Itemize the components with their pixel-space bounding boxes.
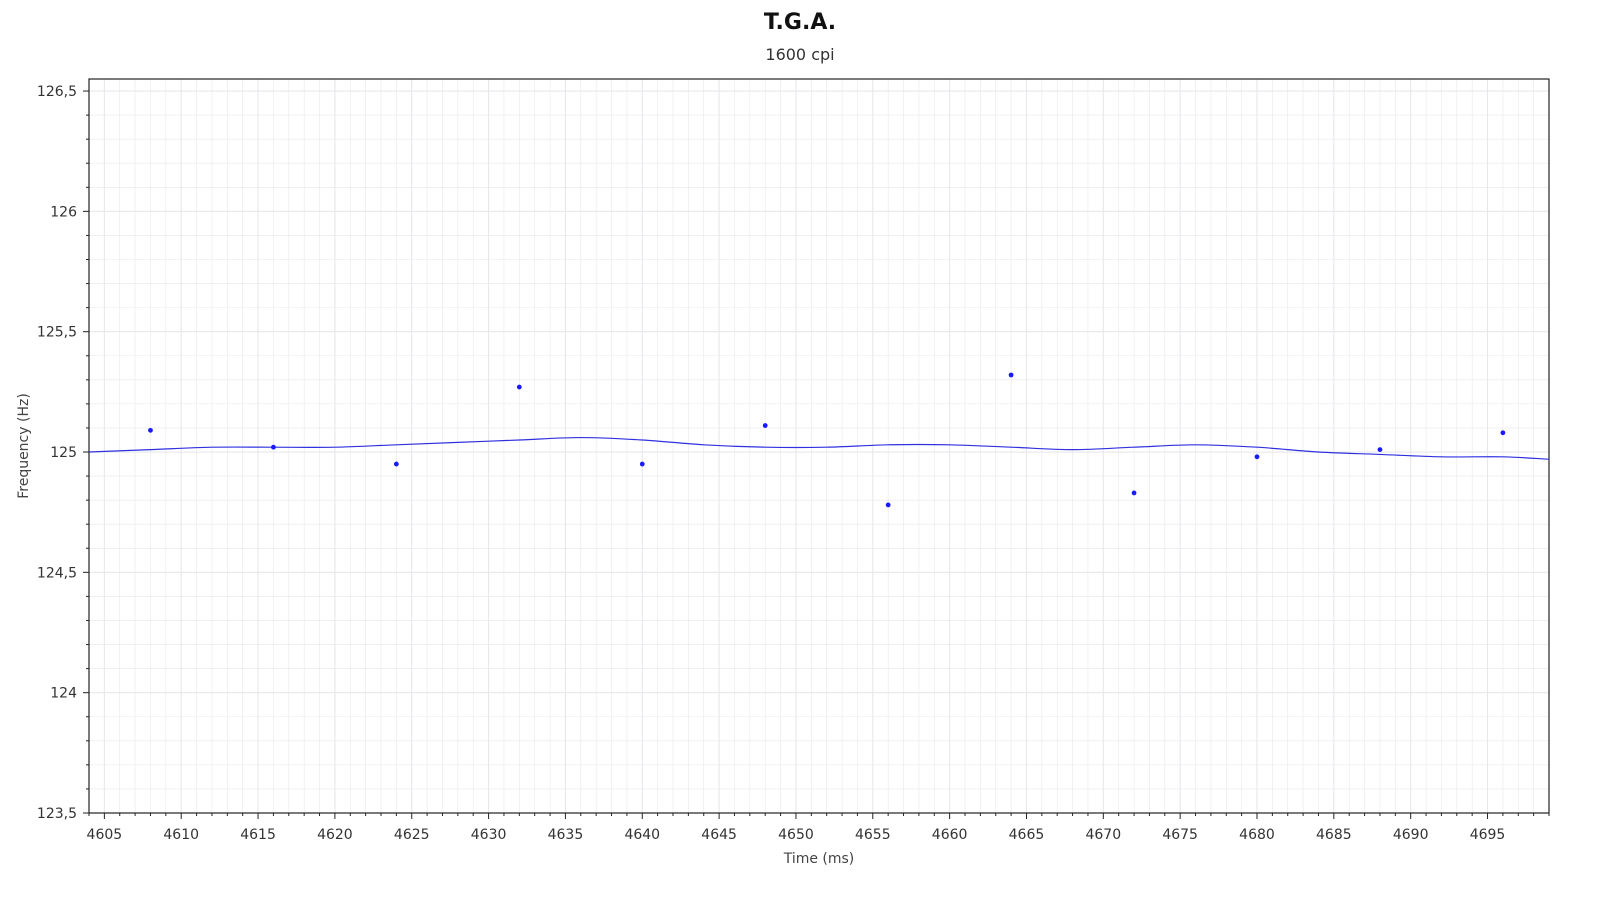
line-layer [88,436,1550,460]
data-point [1008,372,1014,378]
x-tick-label: 4625 [394,827,430,843]
x-tick-label: 4670 [1085,827,1121,843]
x-tick-label: 4680 [1239,827,1275,843]
y-tick-label: 124 [50,686,77,702]
x-tick-label: 4610 [163,827,199,843]
data-point [1500,430,1506,436]
x-tick-label: 4635 [548,827,584,843]
x-tick-label: 4660 [932,827,968,843]
chart-subtitle: 1600 cpi [765,45,835,64]
y-tick-label: 124,5 [37,565,77,581]
y-tick-label: 126 [50,204,77,220]
x-tick-label: 4690 [1393,827,1429,843]
x-tick-label: 4645 [701,827,737,843]
ticks-layer: 4605 4610 4615 4620 4625 4630 4635 4640 4645 4650… [37,84,1550,843]
plot-frame [88,78,1550,814]
x-axis-label: Time (ms) [783,851,855,867]
data-point [1131,490,1137,496]
trend-line [88,436,1550,460]
y-tick-label: 123,5 [37,806,77,822]
data-point [639,461,645,467]
data-point [885,502,891,508]
x-tick-label: 4685 [1316,827,1352,843]
data-point [1377,447,1383,453]
x-tick-label: 4640 [624,827,660,843]
data-point [762,423,768,428]
y-tick-label: 125 [50,445,77,461]
points-layer [148,372,1506,508]
y-tick-label: 125,5 [37,325,77,341]
data-point [271,444,276,450]
data-point [393,461,399,467]
y-tick-label: 126,5 [37,84,77,100]
x-tick-label: 4615 [240,827,276,843]
x-tick-label: 4655 [855,827,891,843]
x-tick-label: 4605 [87,827,123,843]
x-tick-label: 4695 [1470,827,1506,843]
x-tick-label: 4650 [778,827,814,843]
x-tick-label: 4620 [317,827,353,843]
data-point [1254,454,1260,460]
y-axis-label: Frequency (Hz) [16,393,32,499]
x-tick-label: 4630 [471,827,507,843]
grid-layer [88,79,1550,814]
chart-title: T.G.A. [763,10,837,35]
x-tick-label: 4675 [1162,827,1198,843]
data-point [516,384,522,390]
data-point [148,427,153,433]
x-tick-label: 4665 [1009,827,1045,843]
